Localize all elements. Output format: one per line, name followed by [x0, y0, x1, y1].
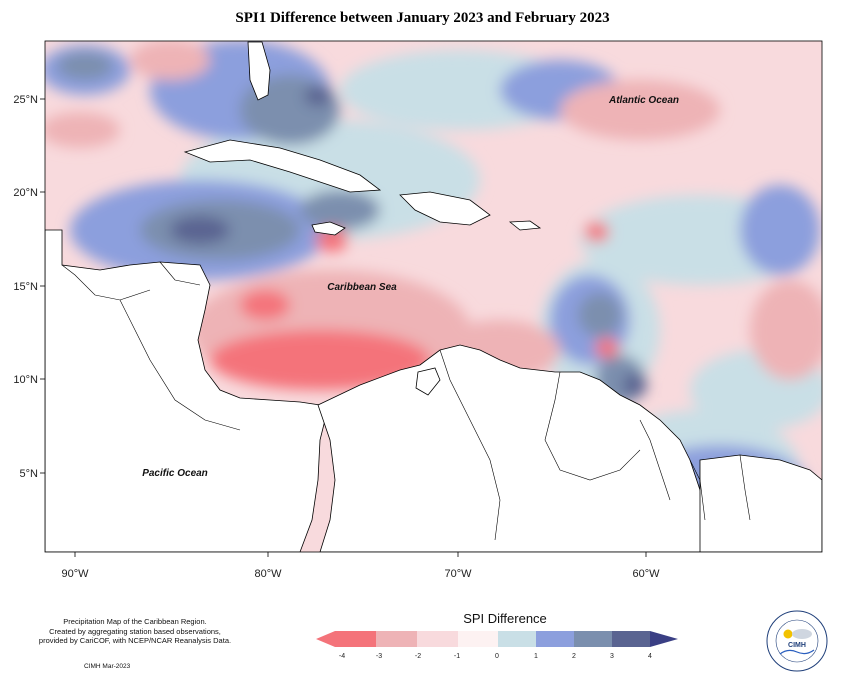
y-tick-label: 25°N — [13, 94, 38, 106]
credits-text: Precipitation Map of the Caribbean Regio… — [20, 617, 250, 646]
legend-swatch — [498, 631, 536, 647]
credits-line: provided by CariCOF, with NCEP/NCAR Rean… — [38, 636, 232, 645]
legend-swatch — [335, 631, 376, 647]
legend-swatch — [536, 631, 574, 647]
x-tick-label: 70°W — [444, 568, 472, 580]
cloud-icon — [792, 629, 812, 639]
y-tick-label: 10°N — [13, 374, 38, 386]
tick-marks — [40, 98, 647, 557]
legend-colorbar: -4 -3 -2 -1 0 1 2 3 4 — [316, 631, 678, 660]
cimh-logo: CIMH — [766, 610, 828, 672]
credits-line: Created by aggregating station based obs… — [49, 626, 221, 636]
legend-tick-label: -4 — [339, 653, 345, 660]
legend-tick-label: 4 — [648, 653, 652, 660]
country-borders — [61, 261, 751, 541]
y-tick-label: 20°N — [13, 187, 38, 199]
pacific-ocean-label: Pacific Ocean — [142, 468, 208, 479]
legend-tick-label: -3 — [376, 653, 382, 660]
legend-tick-label: 1 — [534, 653, 538, 660]
legend-arrow-left — [316, 631, 335, 647]
plot-frame — [44, 40, 823, 553]
waves-icon — [779, 649, 815, 655]
legend-tick-label: -1 — [454, 653, 460, 660]
legend-swatch — [574, 631, 612, 647]
x-tick-label: 80°W — [254, 568, 282, 580]
legend-swatch — [612, 631, 650, 647]
legend-tick-label: -2 — [415, 653, 421, 660]
x-tick-label: 90°W — [61, 568, 89, 580]
landmass — [45, 41, 822, 552]
legend-tick-label: 2 — [572, 653, 576, 660]
legend-swatch — [458, 631, 498, 647]
map-title: SPI1 Difference between January 2023 and… — [235, 10, 610, 26]
legend-swatch — [417, 631, 458, 647]
logo-text: CIMH — [788, 642, 806, 649]
caribbean-sea-label: Caribbean Sea — [327, 282, 397, 293]
legend-arrow-right — [650, 631, 678, 647]
legend-tick-label: 0 — [495, 653, 499, 660]
legend-tick-label: 3 — [610, 653, 614, 660]
legend-swatch — [376, 631, 417, 647]
legend-title: SPI Difference — [463, 611, 547, 626]
y-tick-label: 15°N — [13, 281, 38, 293]
atlantic-ocean-label: Atlantic Ocean — [608, 95, 679, 106]
spi-field — [45, 41, 822, 552]
y-tick-label: 5°N — [20, 468, 39, 480]
credits-line: Precipitation Map of the Caribbean Regio… — [63, 617, 207, 626]
sun-icon — [783, 629, 793, 639]
date-stamp: CIMH Mar-2023 — [84, 663, 131, 670]
x-tick-label: 60°W — [632, 568, 660, 580]
